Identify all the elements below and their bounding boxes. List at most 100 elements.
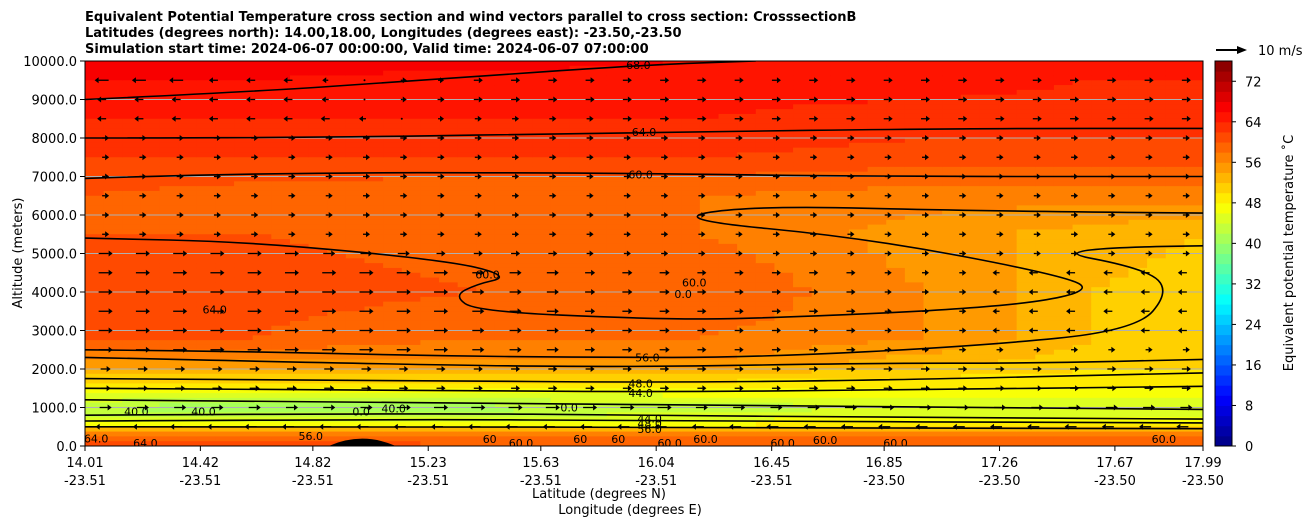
theta-e-cell (923, 200, 943, 206)
theta-e-cell (979, 89, 999, 96)
theta-e-cell (103, 118, 123, 125)
theta-e-cell (1035, 113, 1055, 120)
theta-e-cell (1165, 166, 1185, 173)
theta-e-cell (793, 118, 813, 125)
theta-e-cell (271, 210, 291, 216)
theta-e-cell (252, 263, 272, 269)
theta-e-cell (867, 118, 887, 125)
theta-e-cell (569, 234, 589, 240)
theta-e-cell (569, 186, 589, 192)
theta-e-cell (420, 325, 440, 332)
theta-e-cell (85, 152, 105, 158)
theta-e-cell (606, 407, 626, 413)
theta-e-cell (271, 287, 291, 293)
theta-e-cell (308, 426, 328, 433)
theta-e-cell (625, 224, 645, 231)
theta-e-cell (1147, 186, 1167, 192)
theta-e-cell (494, 142, 515, 149)
theta-e-cell (289, 344, 310, 351)
theta-e-cell (532, 162, 552, 168)
theta-e-cell (1128, 205, 1148, 211)
theta-e-cell (532, 205, 552, 211)
theta-e-cell (532, 383, 552, 389)
theta-e-cell (923, 113, 943, 120)
theta-e-cell (755, 282, 776, 288)
theta-e-cell (1035, 306, 1055, 312)
theta-e-cell (1184, 118, 1203, 125)
theta-e-cell (979, 239, 999, 245)
theta-e-cell (569, 171, 589, 178)
wind-vector-head (208, 115, 213, 122)
theta-e-cell (681, 166, 701, 173)
theta-e-cell (979, 373, 999, 380)
theta-e-cell (1091, 171, 1111, 178)
theta-e-cell (1147, 166, 1167, 173)
theta-e-cell (420, 70, 440, 77)
theta-e-cell (289, 383, 310, 389)
theta-e-cell (942, 340, 962, 346)
theta-e-cell (644, 234, 664, 240)
theta-e-cell (178, 258, 198, 264)
theta-e-cell (383, 436, 403, 442)
theta-e-cell (383, 171, 403, 178)
theta-e-cell (569, 258, 589, 264)
theta-e-cell (196, 263, 217, 269)
theta-e-cell (345, 301, 366, 308)
theta-e-cell (364, 369, 384, 375)
theta-e-cell (1016, 147, 1036, 154)
theta-e-cell (1072, 277, 1092, 283)
theta-e-cell (774, 330, 794, 336)
theta-e-cell (904, 229, 925, 235)
wind-vector-head (1112, 77, 1117, 84)
theta-e-cell (811, 258, 831, 264)
theta-e-cell (439, 287, 459, 293)
theta-e-cell (886, 397, 906, 404)
theta-e-cell (327, 412, 347, 418)
theta-e-cell (867, 431, 887, 437)
theta-e-cell (289, 316, 310, 322)
theta-e-cell (848, 393, 869, 399)
theta-e-cell (662, 407, 682, 413)
theta-e-cell (886, 412, 906, 418)
theta-e-cell (737, 113, 757, 120)
theta-e-cell (401, 128, 421, 134)
theta-e-cell (122, 378, 142, 385)
theta-e-cell (960, 234, 980, 240)
theta-e-cell (1147, 142, 1167, 149)
theta-e-cell (1165, 320, 1185, 327)
wind-vector-head (1000, 115, 1005, 122)
theta-e-cell (383, 123, 403, 129)
theta-e-cell (793, 320, 813, 327)
theta-e-cell (811, 65, 831, 72)
theta-e-cell (979, 369, 999, 375)
theta-e-cell (1165, 205, 1185, 211)
theta-e-cell (625, 292, 645, 298)
theta-e-cell (513, 239, 533, 245)
theta-e-cell (140, 123, 161, 129)
theta-e-cell (606, 369, 626, 375)
theta-e-cell (1165, 142, 1185, 149)
theta-e-cell (737, 267, 757, 274)
theta-e-cell (513, 157, 533, 163)
theta-e-cell (811, 436, 831, 442)
theta-e-cell (196, 109, 217, 115)
theta-e-cell (830, 138, 850, 144)
theta-e-cell (979, 277, 999, 283)
theta-e-cell (308, 354, 328, 360)
theta-e-cell (289, 138, 310, 144)
theta-e-cell (718, 258, 738, 264)
theta-e-cell (830, 306, 850, 312)
theta-e-cell (1091, 407, 1111, 413)
theta-e-cell (271, 123, 291, 129)
theta-e-cell (215, 272, 235, 279)
theta-e-cell (848, 133, 869, 139)
theta-e-cell (550, 70, 571, 77)
theta-e-cell (848, 330, 869, 336)
theta-e-cell (625, 205, 645, 211)
theta-e-cell (383, 344, 403, 351)
theta-e-cell (1035, 412, 1055, 418)
theta-e-cell (793, 215, 813, 221)
wind-vector-head (1149, 77, 1154, 84)
theta-e-cell (998, 234, 1018, 240)
theta-e-cell (606, 152, 626, 158)
